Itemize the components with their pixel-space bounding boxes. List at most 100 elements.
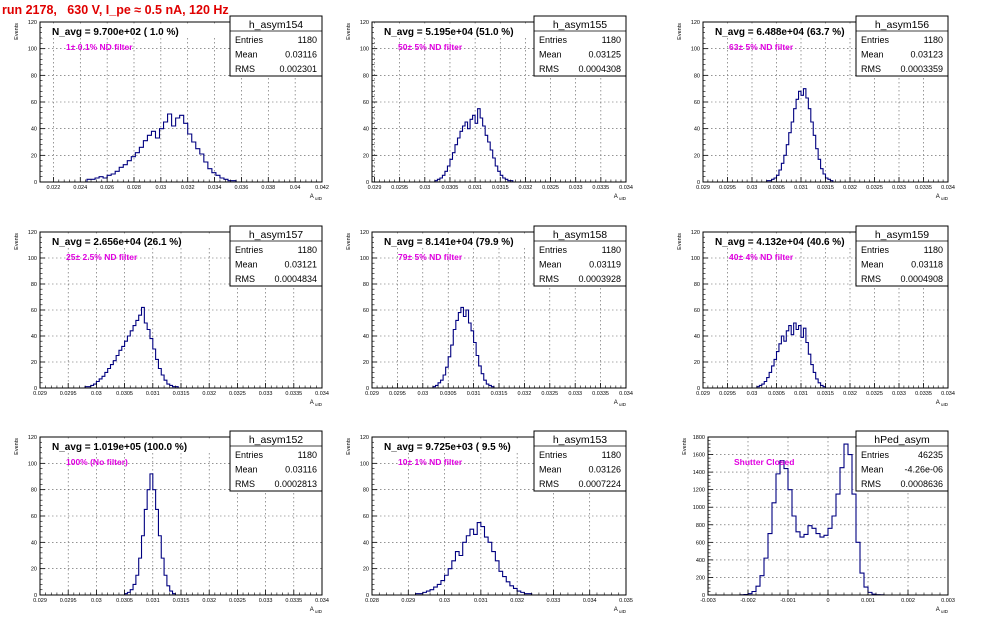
- stats-key: RMS: [539, 479, 559, 489]
- x-tick-label: 0.032: [181, 185, 195, 191]
- y-tick-label: 40: [694, 334, 700, 340]
- stats-key: Mean: [235, 50, 258, 60]
- x-tick-label: 0.036: [235, 185, 249, 191]
- stats-value: 0.002301: [279, 64, 317, 74]
- stats-key: Mean: [539, 50, 562, 60]
- stats-key: RMS: [235, 64, 255, 74]
- stats-box: [533, 430, 627, 492]
- y-tick-label: 120: [360, 20, 369, 26]
- histogram-panel-h_asym158: 0.029 0.0295 0.03 0.0305 0.031 0.0315 0.032 0.0…: [346, 225, 633, 407]
- x-tick-label: 0.042: [315, 185, 329, 191]
- y-tick-label: 100: [691, 47, 700, 53]
- y-tick-label: 80: [31, 488, 37, 494]
- stats-box: [855, 430, 949, 492]
- x-tick-label: 0.0335: [592, 185, 609, 191]
- page-title: run 2178, 630 V, I_pe ≈ 0.5 nA, 120 Hz: [2, 3, 229, 17]
- x-tick-label: 0.0315: [173, 391, 190, 397]
- x-tick-label: 0.0325: [229, 391, 246, 397]
- x-tick-label: 0.029: [33, 598, 47, 604]
- y-tick-label: 60: [31, 308, 37, 314]
- histogram-name: h_asym152: [249, 434, 303, 446]
- y-tick-label: 120: [360, 230, 369, 236]
- y-tick-label: 80: [31, 282, 37, 288]
- x-tick-label: 0.033: [892, 391, 906, 397]
- y-axis-title: Events: [14, 233, 20, 250]
- y-tick-label: 40: [363, 127, 369, 133]
- x-tick-label: 0.0325: [229, 598, 246, 604]
- stats-value: 0.03118: [911, 260, 943, 270]
- histogram-name: h_asym155: [553, 19, 607, 31]
- x-tick-label: 0.033: [568, 391, 582, 397]
- n-avg-background: [374, 439, 556, 453]
- x-tick-label: 0: [826, 598, 829, 604]
- y-tick-label: 60: [363, 514, 369, 520]
- x-tick-label: 0.029: [401, 598, 415, 604]
- stats-key: Entries: [861, 245, 890, 255]
- y-tick-label: 120: [691, 230, 700, 236]
- y-tick-label: 20: [363, 360, 369, 366]
- filter-note: 79± 5% ND filter: [398, 252, 463, 262]
- y-tick-label: 1200: [693, 488, 705, 494]
- stats-key: RMS: [861, 64, 881, 74]
- stats-value: 0.03116: [285, 465, 317, 475]
- stats-key: Entries: [861, 35, 890, 45]
- x-axis-title: A uID: [936, 607, 949, 614]
- y-tick-label: 400: [696, 558, 705, 564]
- histogram-name: h_asym153: [553, 434, 607, 446]
- x-axis-title: A uID: [310, 607, 323, 614]
- x-tick-label: 0.031: [794, 391, 808, 397]
- x-tick-label: 0.04: [290, 185, 301, 191]
- x-tick-label: 0.034: [619, 391, 633, 397]
- x-tick-label: 0.032: [202, 391, 216, 397]
- y-tick-label: 600: [696, 540, 705, 546]
- y-tick-label: 40: [694, 127, 700, 133]
- histogram-panel-h_asym157: 0.029 0.0295 0.03 0.0305 0.031 0.0315 0.032 0.0…: [14, 225, 329, 407]
- filter-note: 50± 5% ND filter: [398, 42, 463, 52]
- histogram-series: [84, 306, 179, 388]
- x-tick-label: 0.032: [843, 185, 857, 191]
- filter-note: 63± 5% ND filter: [729, 42, 794, 52]
- histogram-panel-h_asym154: 0.022 0.024 0.026 0.028 0.03 0.032 0.034 0.036 0…: [14, 15, 329, 201]
- x-tick-label: 0.0335: [592, 391, 609, 397]
- histogram-panel-h_asym159: 0.029 0.0295 0.03 0.0305 0.031 0.0315 0.032 0.0…: [677, 225, 955, 407]
- x-tick-label: 0.03: [417, 391, 428, 397]
- stats-value: 0.03126: [588, 465, 621, 475]
- histogram-series: [766, 88, 834, 182]
- stats-value: 0.03123: [910, 50, 943, 60]
- stats-value: 1180: [602, 245, 621, 255]
- histogram-name: h_asym159: [875, 229, 929, 241]
- stats-box: [229, 430, 323, 492]
- x-tick-label: -0.002: [740, 598, 756, 604]
- stats-value: 1180: [924, 245, 943, 255]
- stats-key: Mean: [861, 465, 884, 475]
- x-tick-label: 0.034: [315, 391, 329, 397]
- y-tick-label: 80: [31, 73, 37, 79]
- x-tick-label: 0.0315: [491, 391, 508, 397]
- x-tick-label: 0.028: [365, 598, 379, 604]
- histogram-name: h_asym154: [249, 19, 303, 31]
- x-tick-label: 0.031: [146, 391, 160, 397]
- x-tick-label: 0.026: [100, 185, 114, 191]
- stats-key: RMS: [539, 64, 559, 74]
- stats-value: 1180: [924, 35, 943, 45]
- x-tick-label: 0.034: [208, 185, 222, 191]
- histogram-name: hPed_asym: [874, 434, 930, 446]
- y-tick-label: 200: [696, 575, 705, 581]
- stats-value: 0.0008636: [900, 479, 943, 489]
- y-axis-title: Events: [346, 233, 352, 250]
- x-tick-label: 0.032: [519, 185, 533, 191]
- histogram-series: [124, 473, 176, 595]
- x-tick-label: 0.0295: [391, 185, 408, 191]
- y-tick-label: 20: [31, 567, 37, 573]
- stats-key: RMS: [235, 274, 255, 284]
- x-tick-label: 0.0305: [768, 391, 785, 397]
- stats-box: [533, 225, 627, 287]
- stats-value: 0.0003928: [578, 274, 621, 284]
- x-tick-label: 0.031: [474, 598, 488, 604]
- x-tick-label: 0.03: [747, 185, 758, 191]
- y-tick-label: 40: [31, 127, 37, 133]
- y-tick-label: 40: [363, 334, 369, 340]
- y-tick-label: 1600: [693, 453, 705, 459]
- x-tick-label: 0.028: [127, 185, 141, 191]
- stats-key: Mean: [539, 465, 562, 475]
